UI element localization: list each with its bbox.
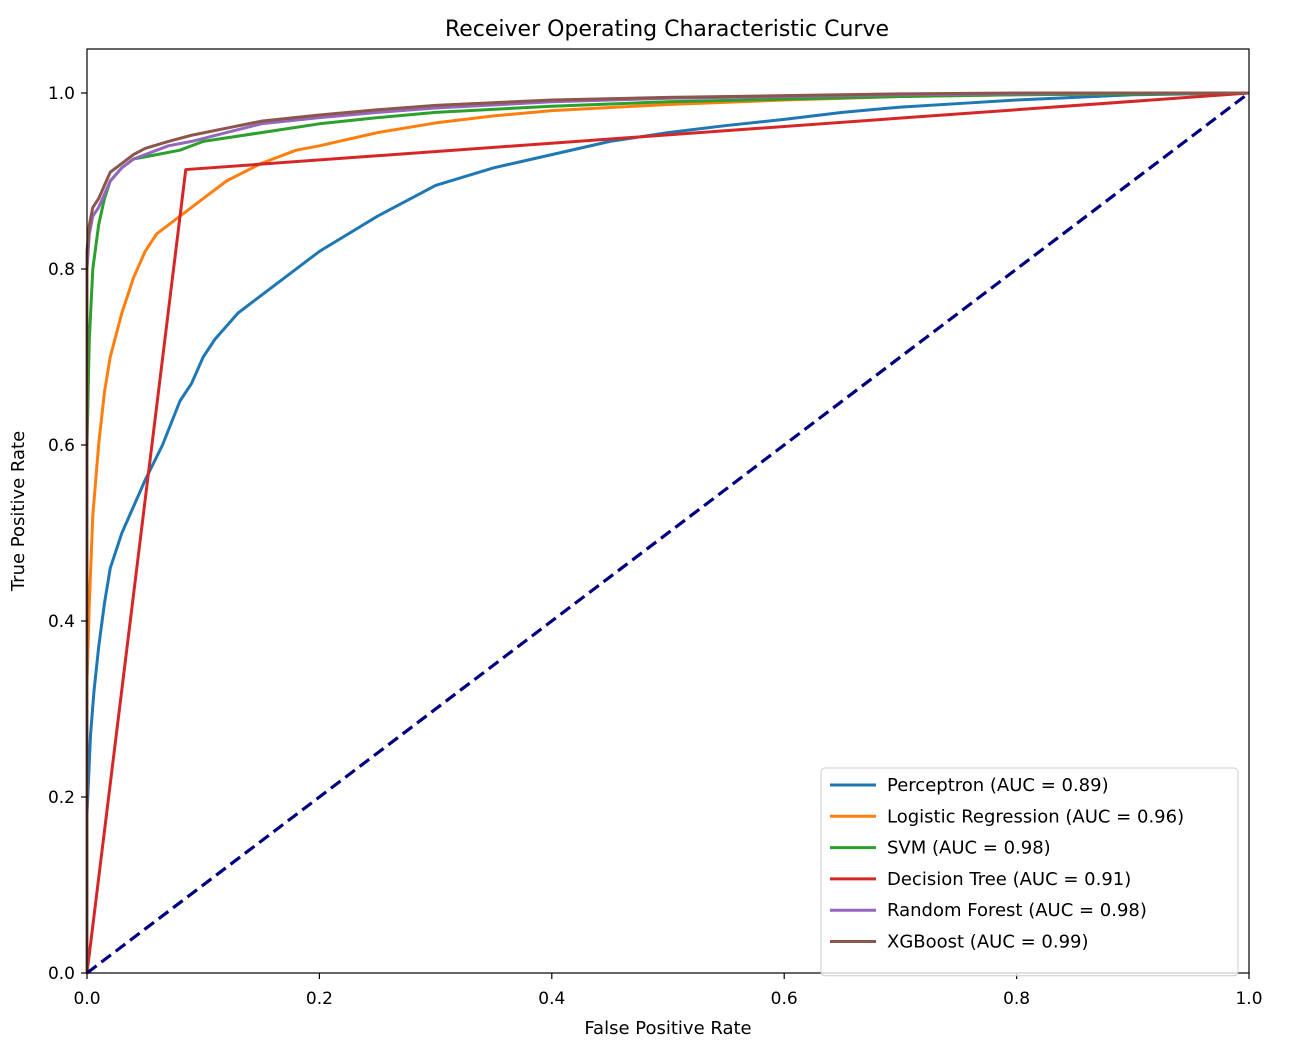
x-tick-label: 0.6 bbox=[771, 989, 798, 1009]
y-axis-label: True Positive Rate bbox=[8, 431, 29, 592]
y-tick-label: 0.8 bbox=[48, 260, 75, 280]
y-tick-label: 0.0 bbox=[48, 964, 75, 984]
legend-entry-label: Perceptron (AUC = 0.89) bbox=[887, 775, 1109, 796]
x-tick-label: 0.4 bbox=[538, 989, 565, 1009]
y-tick-label: 0.6 bbox=[48, 436, 75, 456]
x-tick-label: 0.8 bbox=[1003, 989, 1030, 1009]
legend-box bbox=[820, 767, 1239, 977]
ticks-layer: 0.0 0.2 0.4 0.6 0.8 1.0 0.0 0.2 0.4 0.6 0.8 1.0 bbox=[48, 84, 1263, 1009]
series-line-2 bbox=[85, 91, 1250, 973]
plot-frame bbox=[86, 48, 1250, 974]
chart-title: Receiver Operating Characteristic Curve bbox=[445, 17, 889, 42]
legend-entry-label: Logistic Regression (AUC = 0.96) bbox=[887, 806, 1184, 827]
legend-entry-label: Decision Tree (AUC = 0.91) bbox=[887, 869, 1131, 890]
legend-entry-label: SVM (AUC = 0.98) bbox=[887, 838, 1051, 859]
x-axis-label: False Positive Rate bbox=[584, 1018, 751, 1039]
y-tick-label: 0.4 bbox=[48, 612, 75, 632]
series-layer bbox=[85, 91, 1250, 975]
x-tick-label: 0.2 bbox=[306, 989, 333, 1009]
series-line-0 bbox=[85, 91, 1250, 973]
legend-entry-label: XGBoost (AUC = 0.99) bbox=[887, 932, 1089, 953]
series-line-5 bbox=[85, 91, 1249, 973]
chance-diagonal-line bbox=[86, 91, 1250, 975]
legend: Perceptron (AUC = 0.89) Logistic Regressi… bbox=[820, 767, 1239, 977]
x-tick-label: 1.0 bbox=[1235, 989, 1262, 1009]
y-tick-label: 1.0 bbox=[48, 84, 75, 104]
legend-entry-label: Random Forest (AUC = 0.98) bbox=[887, 900, 1147, 921]
x-tick-label: 0.0 bbox=[73, 989, 100, 1009]
y-tick-label: 0.2 bbox=[48, 788, 75, 808]
series-line-3 bbox=[85, 91, 1250, 974]
